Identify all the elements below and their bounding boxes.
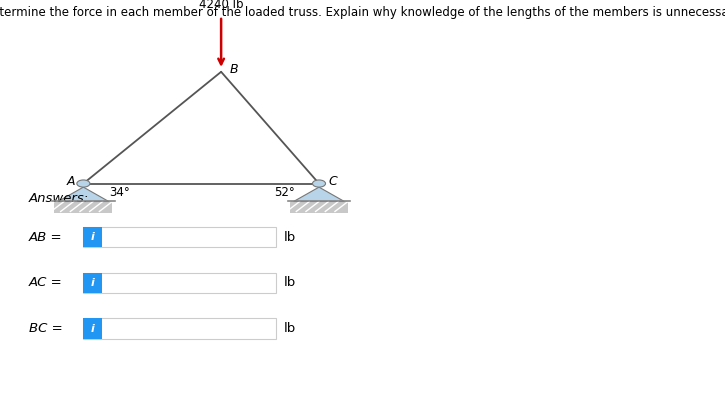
FancyBboxPatch shape xyxy=(83,227,276,247)
FancyBboxPatch shape xyxy=(54,201,112,213)
Text: lb: lb xyxy=(284,277,297,289)
Text: lb: lb xyxy=(284,231,297,243)
Text: 52°: 52° xyxy=(274,186,295,199)
Text: AB =: AB = xyxy=(29,231,62,243)
Text: Answers:: Answers: xyxy=(29,192,89,205)
FancyBboxPatch shape xyxy=(290,201,348,213)
Text: B: B xyxy=(230,63,239,76)
Text: i: i xyxy=(91,324,94,334)
Circle shape xyxy=(77,180,90,187)
FancyBboxPatch shape xyxy=(83,318,276,339)
Text: 34°: 34° xyxy=(109,186,130,199)
Text: 4240 lb: 4240 lb xyxy=(199,0,244,11)
Polygon shape xyxy=(58,187,109,201)
Text: A: A xyxy=(66,175,75,188)
Text: i: i xyxy=(91,278,94,288)
FancyBboxPatch shape xyxy=(83,318,102,339)
Text: Determine the force in each member of the loaded truss. Explain why knowledge of: Determine the force in each member of th… xyxy=(0,6,725,19)
FancyBboxPatch shape xyxy=(83,273,102,293)
Text: i: i xyxy=(91,232,94,242)
Text: C: C xyxy=(328,175,337,188)
Circle shape xyxy=(312,180,326,187)
FancyBboxPatch shape xyxy=(83,227,102,247)
Text: BC =: BC = xyxy=(29,322,63,335)
Text: lb: lb xyxy=(284,322,297,335)
Text: AC =: AC = xyxy=(29,277,63,289)
Polygon shape xyxy=(294,187,344,201)
FancyBboxPatch shape xyxy=(83,273,276,293)
